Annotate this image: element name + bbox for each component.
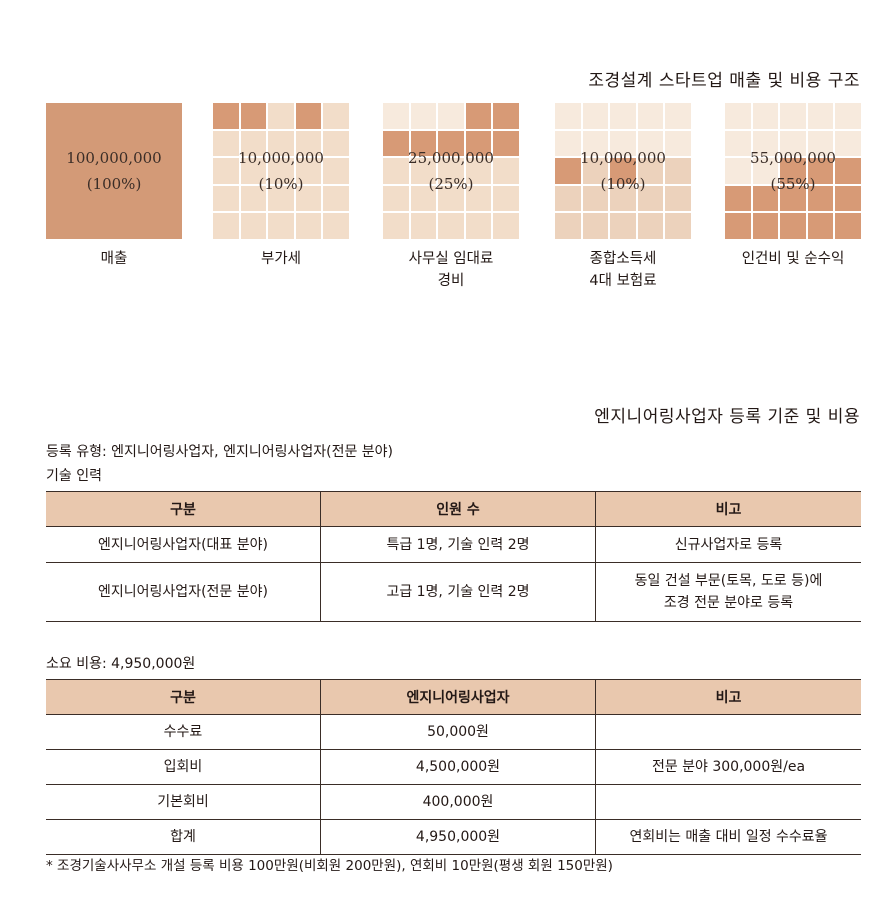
tile-percent: (10%) — [600, 175, 646, 193]
section-title-registration: 엔지니어링사업자 등록 기준 및 비용 — [594, 407, 860, 427]
tile-amount: 10,000,000 — [580, 149, 666, 167]
table-header: 인원 수 — [320, 491, 596, 527]
tile-amount: 100,000,000 — [66, 149, 162, 167]
tile-percent: (25%) — [428, 175, 474, 193]
tile-percent: (55%) — [770, 175, 816, 193]
cell-line: 동일 건설 부문(토목, 도로 등)에 — [634, 573, 823, 589]
table-header: 구분 — [46, 679, 321, 715]
table-cell: 동일 건설 부문(토목, 도로 등)에 조경 전문 분야로 등록 — [595, 562, 861, 622]
rent-tile: 25,000,000 (25%) — [383, 103, 519, 239]
section-title-revenue: 조경설계 스타트업 매출 및 비용 구조 — [588, 71, 860, 91]
caption-line: 4대 보험료 — [589, 273, 657, 289]
table-row: 입회비 4,500,000원 전문 분야 300,000원/ea — [46, 749, 861, 785]
tax-tile: 10,000,000 (10%) — [555, 103, 691, 239]
caption-line: 사무실 임대료 — [408, 251, 494, 267]
tech-staff-table: 구분 인원 수 비고 엔지니어링사업자(대표 분야) 특급 1명, 기술 인력 … — [46, 491, 861, 622]
tile-caption: 부가세 — [213, 248, 349, 270]
tech-staff-label: 기술 인력 — [46, 468, 102, 484]
table-cell: 연회비는 매출 대비 일정 수수료율 — [595, 819, 861, 855]
table-cell: 입회비 — [46, 749, 321, 785]
tile-caption: 종합소득세 4대 보험료 — [555, 248, 691, 292]
table-cell: 전문 분야 300,000원/ea — [595, 749, 861, 785]
tile-grid — [725, 103, 861, 239]
tile-caption: 인건비 및 순수익 — [725, 248, 861, 270]
registration-type: 등록 유형: 엔지니어링사업자, 엔지니어링사업자(전문 분야) — [46, 444, 394, 460]
caption-line: 종합소득세 — [589, 251, 657, 267]
table-cell: 특급 1명, 기술 인력 2명 — [320, 526, 596, 563]
caption-line: 매출 — [100, 251, 128, 267]
caption-line: 인건비 및 순수익 — [741, 251, 845, 267]
table-cell: 신규사업자로 등록 — [595, 526, 861, 563]
table-row: 기본회비 400,000원 — [46, 784, 861, 820]
table-cell: 4,500,000원 — [320, 749, 596, 785]
table-cell — [595, 714, 861, 750]
revenue-tile: 100,000,000 (100%) — [46, 103, 182, 239]
table-cell: 고급 1명, 기술 인력 2명 — [320, 562, 596, 622]
table-header: 엔지니어링사업자 — [320, 679, 596, 715]
caption-line: 부가세 — [260, 251, 302, 267]
table-row: 합계 4,950,000원 연회비는 매출 대비 일정 수수료율 — [46, 819, 861, 855]
table-cell: 엔지니어링사업자(전문 분야) — [46, 562, 321, 622]
table-cell: 400,000원 — [320, 784, 596, 820]
tile-caption: 매출 — [46, 248, 182, 270]
table-cell: 50,000원 — [320, 714, 596, 750]
table-row: 엔지니어링사업자(대표 분야) 특급 1명, 기술 인력 2명 신규사업자로 등… — [46, 526, 861, 563]
tile-grid — [555, 103, 691, 239]
tile-amount: 25,000,000 — [408, 149, 494, 167]
table-cell: 4,950,000원 — [320, 819, 596, 855]
table-cell: 엔지니어링사업자(대표 분야) — [46, 526, 321, 563]
table-cell: 합계 — [46, 819, 321, 855]
tile-fill — [46, 103, 182, 239]
caption-line: 경비 — [437, 273, 465, 289]
tile-amount: 55,000,000 — [750, 149, 836, 167]
vat-tile: 10,000,000 (10%) — [213, 103, 349, 239]
table-header: 구분 — [46, 491, 321, 527]
table-cell — [595, 784, 861, 820]
footnote: * 조경기술사사무소 개설 등록 비용 100만원(비회원 200만원), 연회… — [46, 858, 613, 874]
tile-caption: 사무실 임대료 경비 — [383, 248, 519, 292]
tile-amount: 10,000,000 — [238, 149, 324, 167]
tile-grid — [383, 103, 519, 239]
table-cell: 수수료 — [46, 714, 321, 750]
table-cell: 기본회비 — [46, 784, 321, 820]
cost-label: 소요 비용: 4,950,000원 — [46, 656, 196, 672]
cost-table: 구분 엔지니어링사업자 비고 수수료 50,000원 입회비 4,500,000… — [46, 679, 861, 855]
tile-percent: (10%) — [258, 175, 304, 193]
tile-grid — [213, 103, 349, 239]
cell-line: 조경 전문 분야로 등록 — [663, 595, 794, 611]
table-row: 수수료 50,000원 — [46, 714, 861, 750]
labor-profit-tile: 55,000,000 (55%) — [725, 103, 861, 239]
table-header: 비고 — [595, 679, 861, 715]
table-row: 엔지니어링사업자(전문 분야) 고급 1명, 기술 인력 2명 동일 건설 부문… — [46, 562, 861, 622]
tile-percent: (100%) — [86, 175, 142, 193]
table-header: 비고 — [595, 491, 861, 527]
